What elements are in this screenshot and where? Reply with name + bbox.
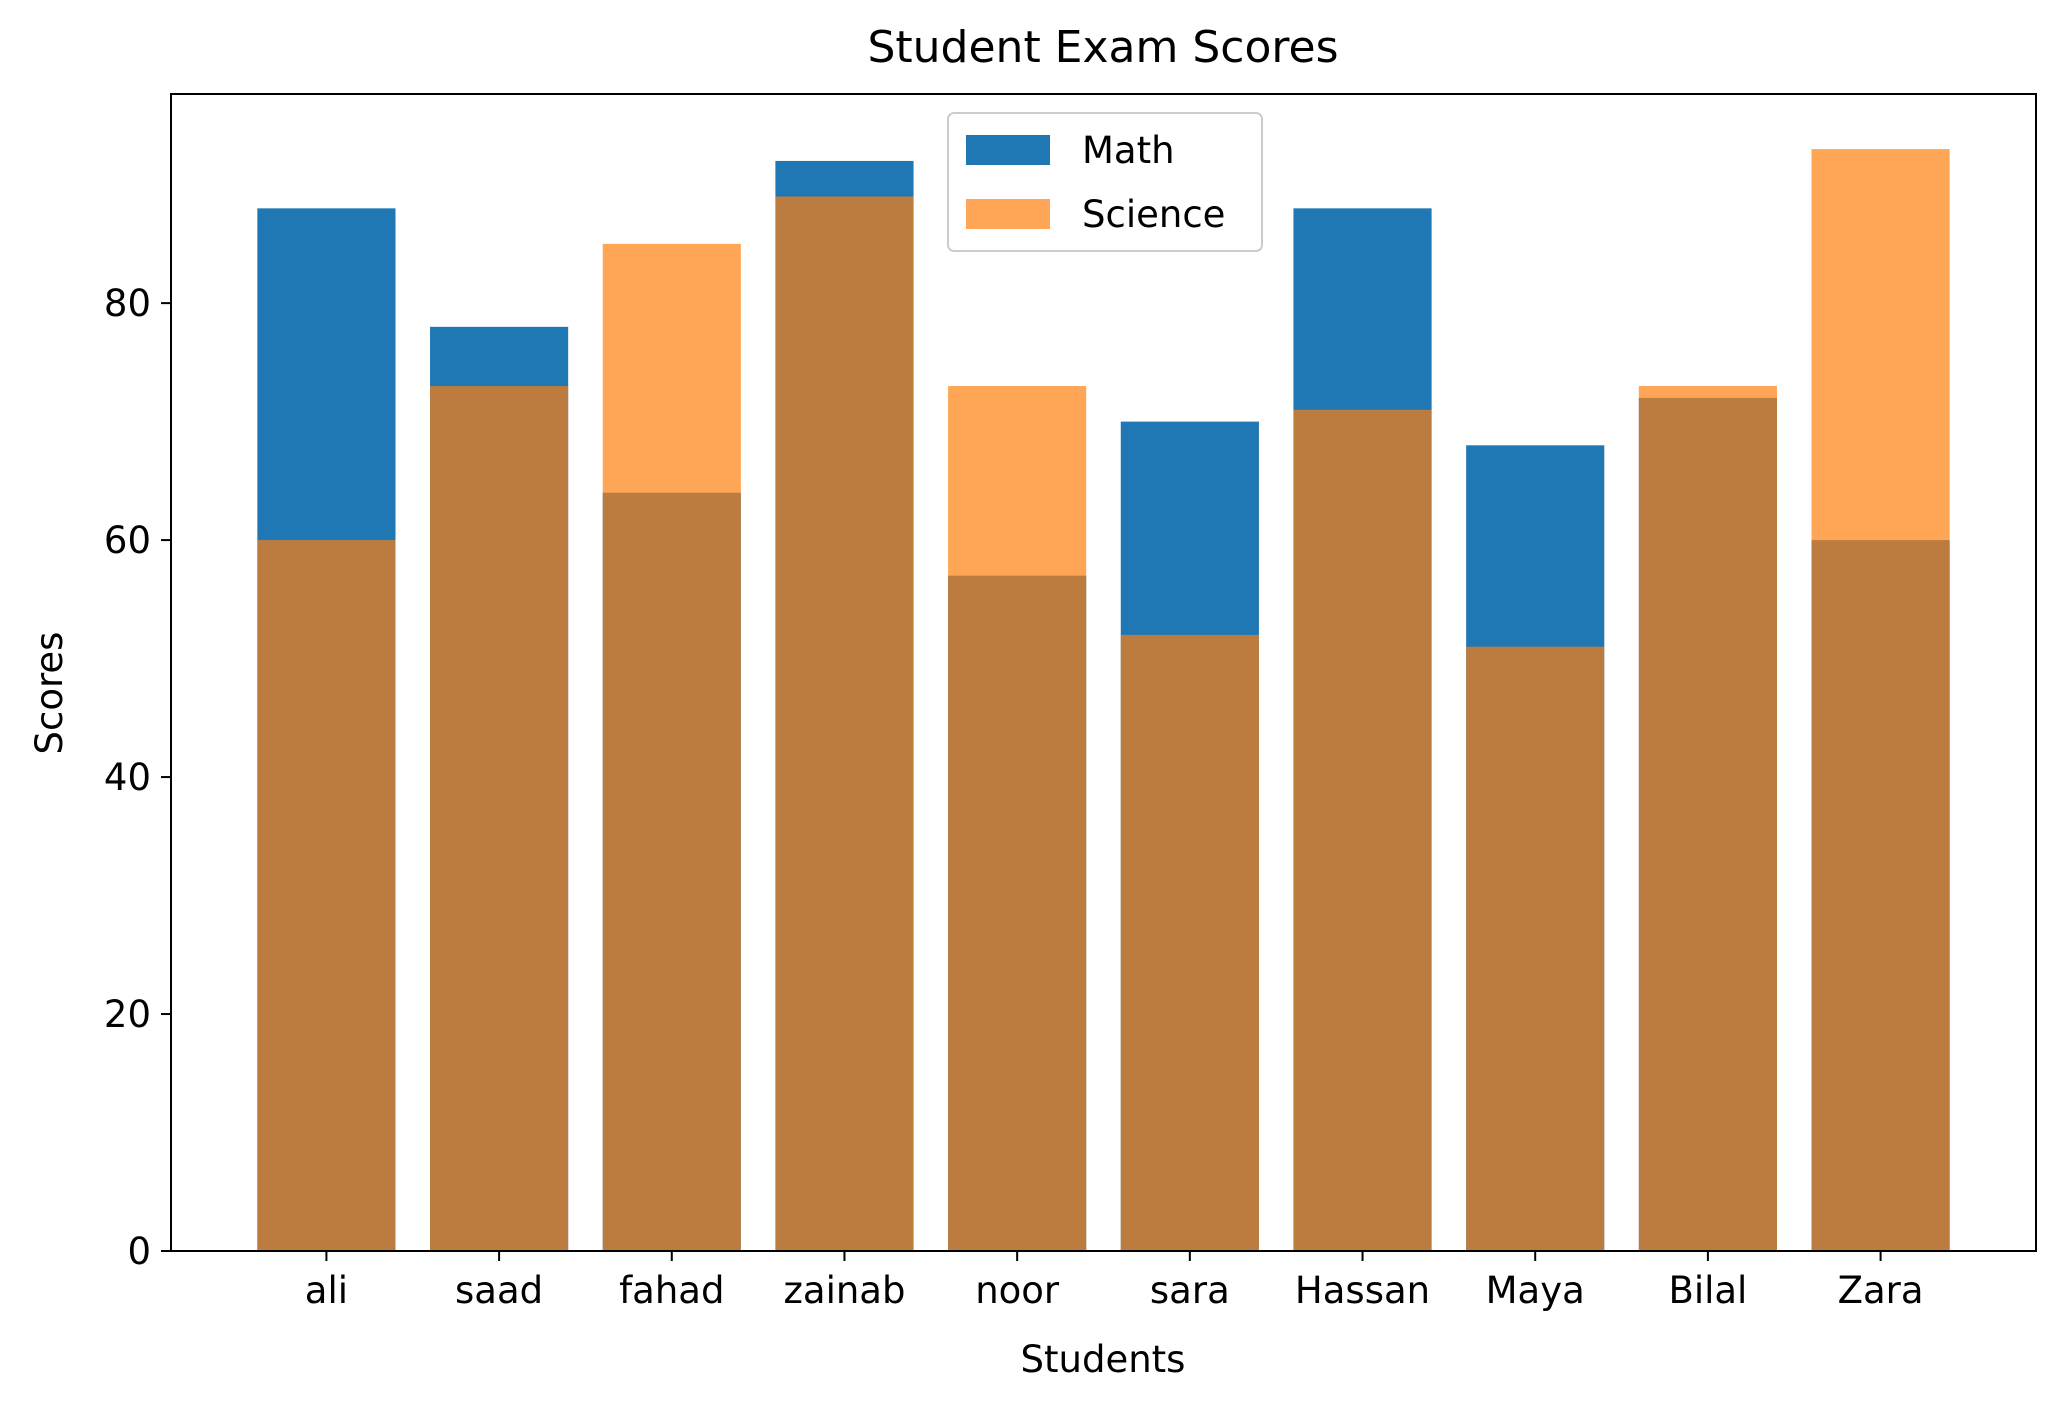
bar-science-noor <box>948 386 1087 1252</box>
x-tick-label: noor <box>975 1269 1060 1312</box>
bar-science-sara <box>1120 634 1259 1251</box>
legend-label-math: Math <box>1082 129 1175 172</box>
y-axis-label: Scores <box>28 632 71 755</box>
x-tick-label: Maya <box>1486 1269 1585 1312</box>
x-tick-label: Zara <box>1838 1269 1924 1312</box>
chart-title: Student Exam Scores <box>867 22 1338 73</box>
x-tick-label: zainab <box>783 1269 905 1312</box>
y-tick-label: 20 <box>104 993 151 1036</box>
legend: Math Science <box>947 112 1263 252</box>
x-tick-label: ali <box>305 1269 348 1312</box>
legend-label-science: Science <box>1082 193 1225 236</box>
bar-science-zara <box>1811 149 1950 1252</box>
bar-science-hassan <box>1293 409 1432 1252</box>
legend-swatch-science <box>966 199 1050 229</box>
x-tick-label: Bilal <box>1668 1269 1747 1312</box>
bar-science-zainab <box>775 196 914 1251</box>
y-tick-label: 80 <box>104 282 151 325</box>
legend-swatch-math <box>966 135 1050 165</box>
x-axis: ali saad fahad zainab noor sara Hassan Maya Bila… <box>305 1251 1924 1312</box>
y-tick-label: 0 <box>127 1230 151 1273</box>
x-tick-label: saad <box>455 1269 543 1312</box>
bar-science-ali <box>257 540 396 1251</box>
bars-layer <box>257 149 1950 1252</box>
y-axis: 0 20 40 60 80 <box>104 282 171 1273</box>
y-tick-label: 60 <box>104 519 151 562</box>
bar-science-fahad <box>602 243 741 1251</box>
x-tick-label: fahad <box>619 1269 724 1312</box>
bar-science-maya <box>1466 646 1605 1251</box>
plot-frame <box>170 93 2037 1252</box>
x-tick-label: sara <box>1150 1269 1230 1312</box>
bar-science-bilal <box>1638 386 1777 1252</box>
y-tick-label: 40 <box>104 756 151 799</box>
x-tick-label: Hassan <box>1295 1269 1430 1312</box>
x-axis-label: Students <box>1021 1338 1186 1381</box>
bar-science-saad <box>430 386 569 1252</box>
